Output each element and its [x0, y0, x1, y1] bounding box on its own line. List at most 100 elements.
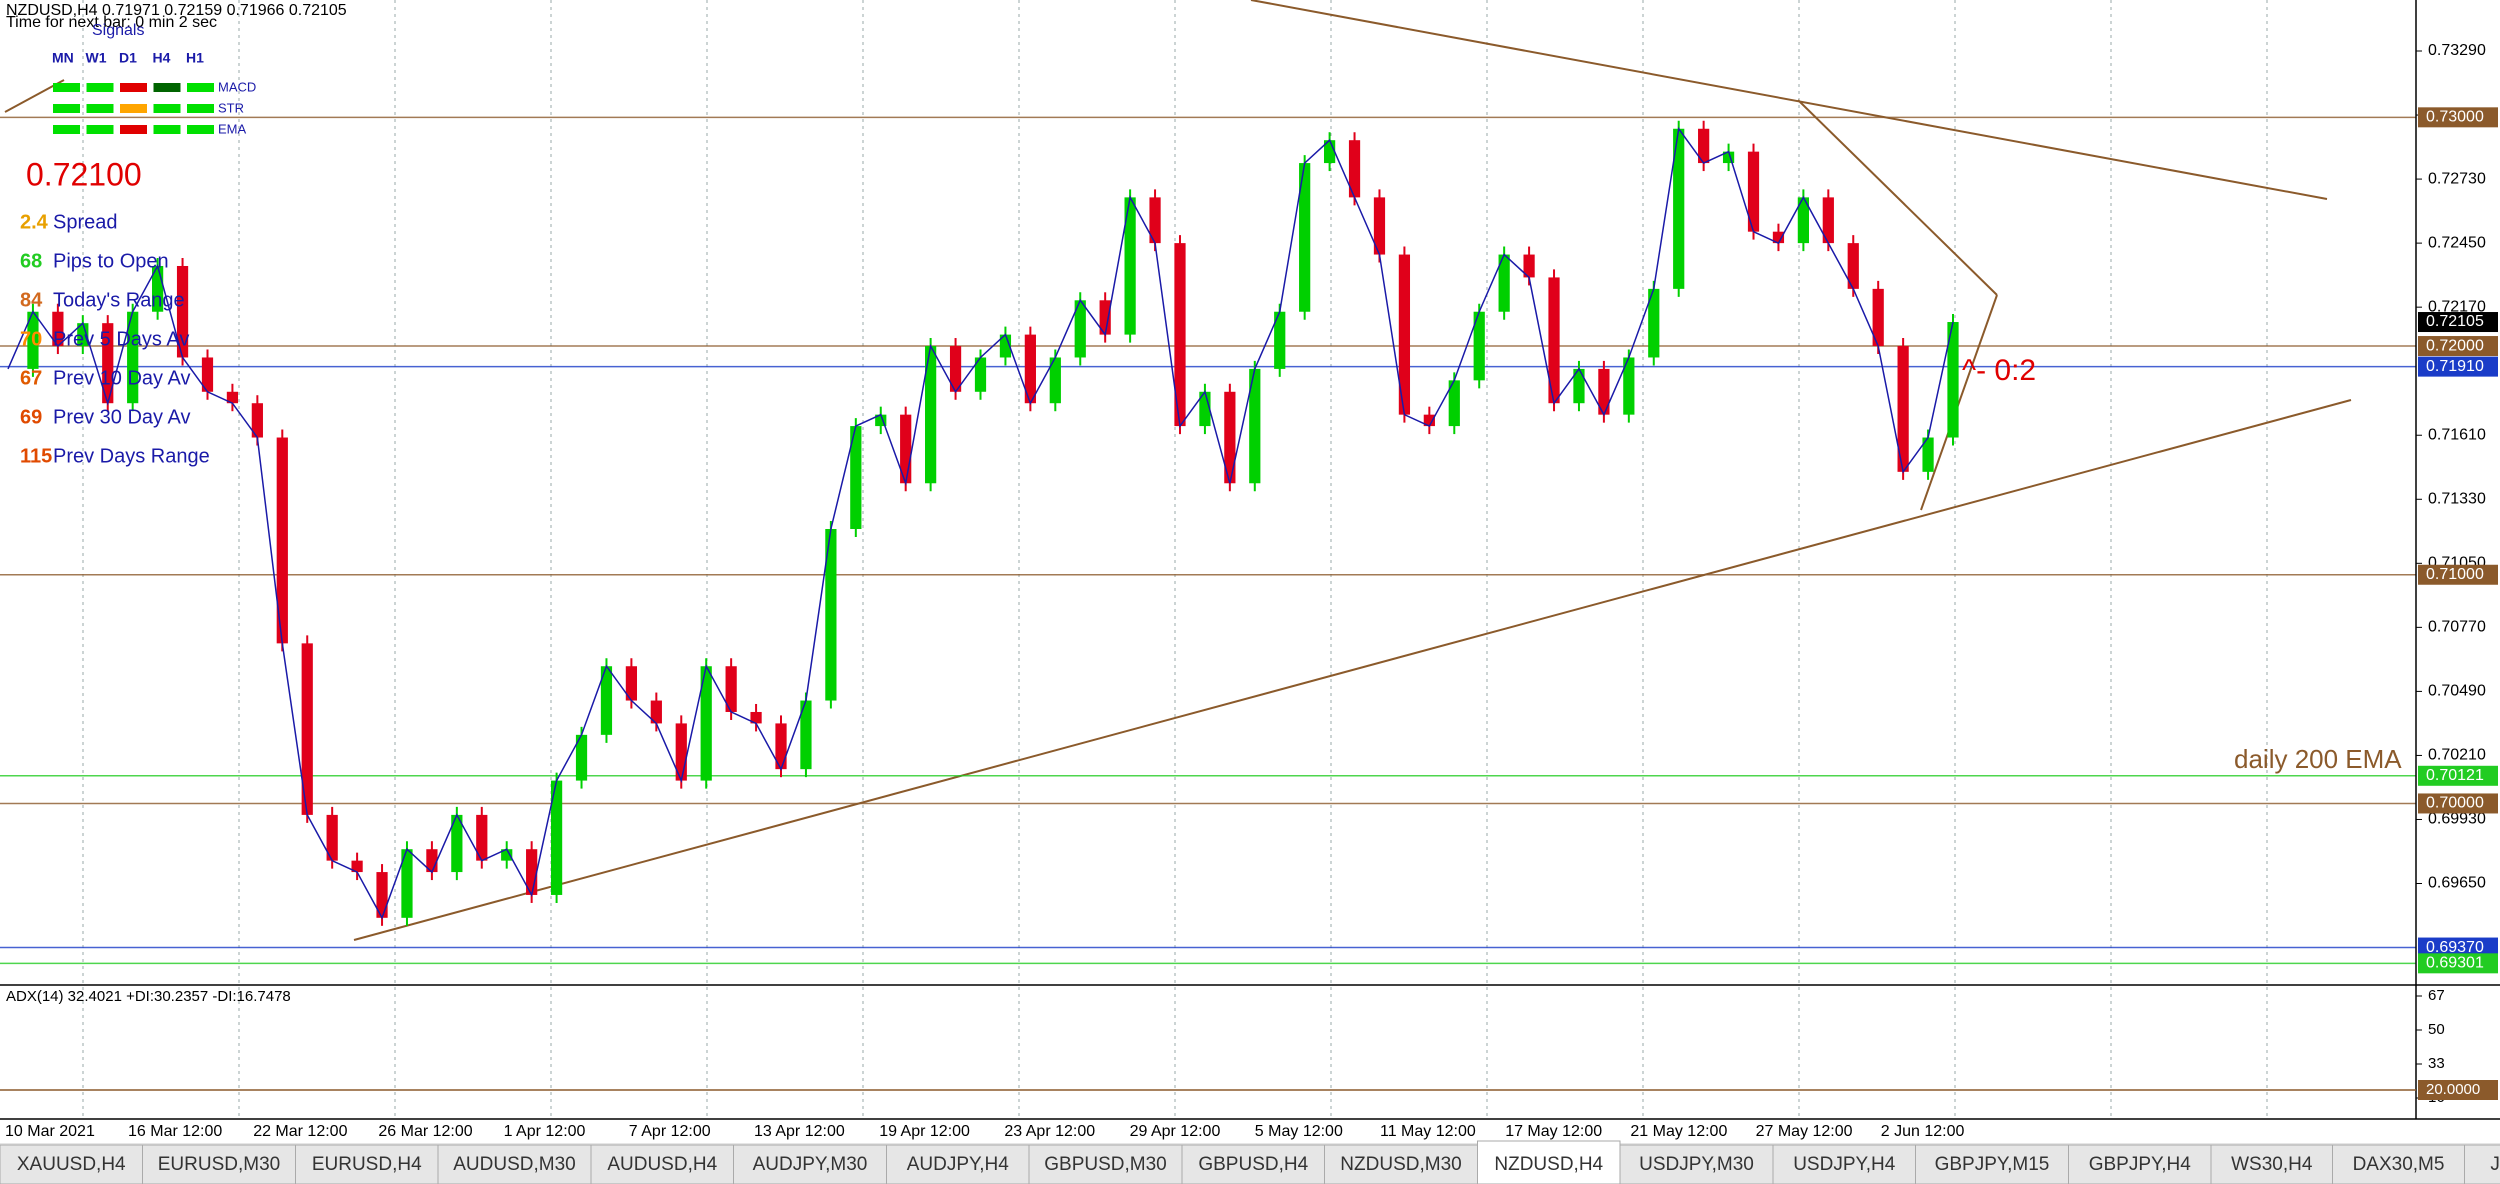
- tab[interactable]: [590, 1144, 734, 1184]
- candle: [1722, 151, 1735, 164]
- candle: [1897, 346, 1909, 472]
- tab[interactable]: [0, 1144, 143, 1184]
- tab-label[interactable]: USDJPY,M30: [1639, 1154, 1754, 1175]
- x-tick-label: 5 May 12:00: [1255, 1123, 1343, 1140]
- tab[interactable]: [142, 1144, 296, 1184]
- ema-annotation: daily 200 EMA: [2234, 744, 2402, 774]
- candle: [376, 872, 388, 918]
- tab[interactable]: [1028, 1144, 1183, 1184]
- tab[interactable]: [2210, 1144, 2333, 1184]
- candle: [1448, 380, 1460, 427]
- stat-value: 115: [20, 445, 52, 467]
- level-label: 0.72105: [2426, 313, 2484, 330]
- tab-label[interactable]: GBPUSD,H4: [1198, 1154, 1308, 1175]
- x-tick-label: 1 Apr 12:00: [504, 1123, 586, 1140]
- candle: [1149, 197, 1161, 244]
- stat-value: 70: [20, 328, 42, 350]
- stat-label: Prev 30 Day Av: [53, 406, 190, 428]
- x-tick-label: 7 Apr 12:00: [629, 1123, 711, 1140]
- tab-label[interactable]: GBPJPY,H4: [2089, 1154, 2192, 1175]
- candle: [800, 700, 812, 770]
- tab-label[interactable]: EURUSD,H4: [312, 1154, 422, 1175]
- tab-label[interactable]: USDJPY,H4: [1793, 1154, 1896, 1175]
- tab[interactable]: [733, 1144, 887, 1184]
- level-label: 0.71910: [2426, 358, 2484, 375]
- tab-label[interactable]: NZDUSD,M30: [1340, 1154, 1461, 1175]
- signal-cell: [53, 104, 80, 113]
- tab-label[interactable]: XAUUSD,H4: [17, 1154, 126, 1175]
- candle: [775, 723, 787, 770]
- price-chart: 0.732900.730100.727300.724500.721700.716…: [0, 42, 2498, 1140]
- tab-label[interactable]: AUDJPY,M30: [753, 1154, 868, 1175]
- tab-label[interactable]: GBPUSD,M30: [1044, 1154, 1166, 1175]
- tab-label[interactable]: AUDUSD,H4: [607, 1154, 717, 1175]
- candle: [276, 437, 288, 644]
- tab-label[interactable]: DAX30,M5: [2353, 1154, 2445, 1175]
- signal-cell: [120, 104, 147, 113]
- candle: [401, 849, 413, 918]
- signals-title: Signals: [92, 22, 144, 39]
- tab[interactable]: [2332, 1144, 2465, 1184]
- stat-label: Pips to Open: [53, 250, 169, 272]
- x-tick-label: 19 Apr 12:00: [879, 1123, 970, 1140]
- x-tick-label: 2 Jun 12:00: [1881, 1123, 1965, 1140]
- stat-label: Prev 5 Days Av: [53, 328, 189, 350]
- candle: [650, 700, 662, 724]
- candle: [725, 666, 737, 712]
- candle: [1199, 391, 1211, 427]
- tab[interactable]: [2068, 1144, 2212, 1184]
- candle: [700, 666, 712, 781]
- level-label-box: [2418, 564, 2498, 585]
- candle: [77, 323, 89, 347]
- tab[interactable]: [2464, 1144, 2500, 1184]
- level-label-box: [2418, 107, 2498, 128]
- tab[interactable]: [437, 1144, 592, 1184]
- x-tick-label: 23 Apr 12:00: [1004, 1123, 1095, 1140]
- tab[interactable]: [1619, 1144, 1774, 1184]
- y-tick-label: 0.70490: [2428, 683, 2486, 700]
- tab-label[interactable]: NZDUSD,H4: [1494, 1154, 1603, 1175]
- signal-name: STR: [218, 100, 244, 115]
- x-tick-label: 17 May 12:00: [1505, 1123, 1602, 1140]
- adx-title: ADX(14) 32.4021 +DI:30.2357 -DI:16.7478: [6, 988, 291, 1005]
- candle: [1772, 231, 1785, 244]
- current-price: 0.72100: [26, 156, 142, 192]
- tab-label[interactable]: AUDJPY,H4: [907, 1154, 1010, 1175]
- candle: [1573, 368, 1585, 404]
- trend-line: [1797, 99, 1998, 296]
- level-label-box: [2418, 793, 2498, 814]
- tab-label[interactable]: EURUSD,M30: [158, 1154, 280, 1175]
- candle: [875, 414, 887, 427]
- candle: [1174, 243, 1186, 427]
- candle: [575, 734, 588, 781]
- stat-value: 2.4: [20, 211, 49, 233]
- y-tick-label: 0.72730: [2428, 170, 2486, 187]
- tab[interactable]: [1181, 1144, 1325, 1184]
- candle: [1224, 391, 1236, 484]
- candle: [1299, 163, 1311, 312]
- level-label: 0.69301: [2426, 955, 2484, 972]
- signal-cell: [187, 104, 214, 113]
- level-label: 0.72000: [2426, 337, 2484, 354]
- tab-label[interactable]: WS30,H4: [2231, 1154, 2313, 1175]
- candle: [750, 711, 762, 724]
- tab-label[interactable]: JP225,: [2490, 1154, 2500, 1175]
- candle: [326, 814, 338, 861]
- tab[interactable]: [1772, 1144, 1916, 1184]
- candle: [974, 357, 987, 392]
- tab[interactable]: [295, 1144, 439, 1184]
- trend-line: [1920, 294, 1998, 511]
- y-tick-label: 0.71610: [2428, 426, 2486, 443]
- level-label-box: [2418, 336, 2498, 357]
- candle: [1124, 197, 1136, 335]
- x-tick-label: 16 Mar 12:00: [128, 1123, 222, 1140]
- stat-label: Prev Days Range: [53, 445, 210, 467]
- candle: [1872, 288, 1884, 347]
- tab[interactable]: [886, 1144, 1030, 1184]
- timeframe-label: MN: [52, 50, 74, 66]
- tab[interactable]: [1915, 1144, 2069, 1184]
- tab-label[interactable]: AUDUSD,M30: [453, 1154, 575, 1175]
- candle: [949, 346, 962, 392]
- candle: [1024, 334, 1036, 404]
- tab-label[interactable]: GBPJPY,M15: [1935, 1154, 2050, 1175]
